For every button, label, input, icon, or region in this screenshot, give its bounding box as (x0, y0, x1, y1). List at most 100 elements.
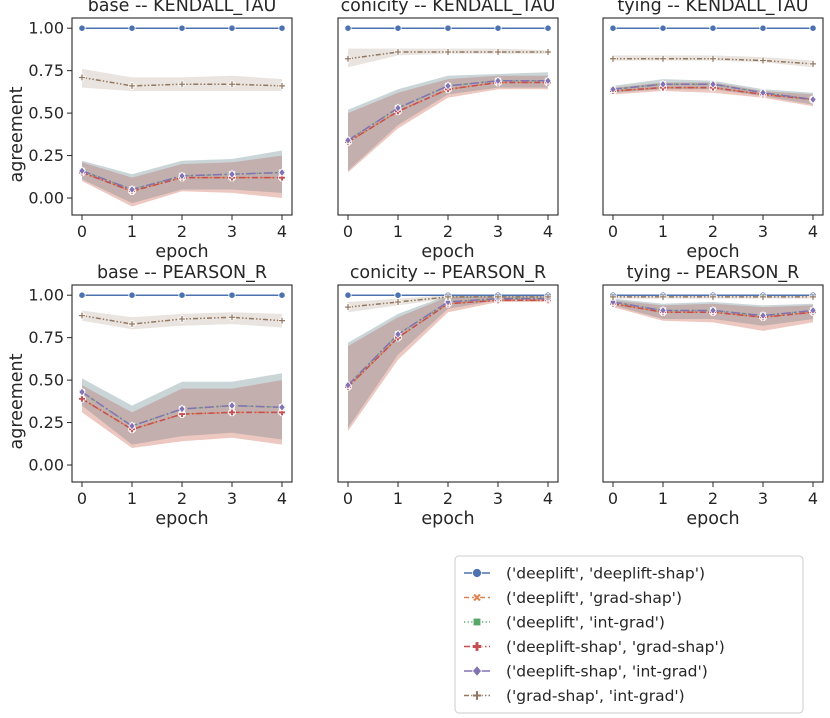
x-tick-label: 1 (393, 489, 403, 508)
data-point (178, 171, 186, 181)
data-point (394, 291, 402, 299)
data-point (278, 173, 286, 182)
data-point (444, 297, 452, 307)
data-point (444, 81, 452, 91)
legend-label: ('deeplift-shap', 'grad-shap') (506, 638, 725, 656)
x-tick-label: 4 (543, 489, 553, 508)
y-tick-label: 0.75 (28, 61, 64, 80)
data-point (809, 306, 817, 315)
series-line (347, 297, 548, 386)
data-point (344, 291, 352, 299)
confidence-band (348, 295, 548, 428)
y-axis-label: agreement (7, 353, 27, 449)
x-tick-label: 0 (608, 222, 618, 241)
legend-label: ('grad-shap', 'int-grad') (506, 687, 685, 705)
data-point (609, 54, 617, 63)
data-point (344, 54, 352, 63)
x-tick-label: 1 (658, 489, 668, 508)
data-point (544, 48, 552, 56)
legend-marker (472, 592, 482, 603)
subplot-1: base -- KENDALL_TAU 0 1 2 3 4 epoch 0.00 0.25 0.5… (7, 0, 293, 262)
data-point (659, 54, 667, 63)
legend-label: ('deeplift-shap', 'int-grad') (506, 663, 708, 681)
data-point (278, 291, 286, 299)
data-point (809, 60, 817, 68)
x-tick-label: 4 (808, 222, 818, 241)
data-point (128, 291, 136, 299)
data-point (228, 291, 236, 299)
legend-label: ('deeplift', 'int-grad') (506, 614, 665, 632)
data-point (544, 76, 552, 86)
x-axis-label: epoch (686, 509, 739, 529)
subplot-2: conicity -- KENDALL_TAU 0 1 2 3 4 epoch (337, 0, 559, 262)
y-tick-label: 1.00 (28, 19, 64, 38)
plot-area (338, 285, 558, 482)
x-tick-label: 3 (227, 222, 237, 241)
data-point (228, 24, 236, 32)
plot-area (603, 285, 823, 482)
data-point (759, 88, 767, 98)
data-point (344, 303, 352, 311)
data-point (709, 306, 717, 315)
x-axis-label: epoch (686, 242, 739, 262)
data-point (659, 306, 667, 315)
y-tick-label: 0.00 (28, 456, 64, 475)
data-point (128, 185, 136, 194)
data-point (78, 311, 86, 320)
data-point (609, 84, 617, 94)
data-point (759, 311, 767, 321)
legend-marker (472, 568, 482, 578)
confidence-band (348, 75, 548, 173)
y-tick-label: 0.75 (28, 328, 64, 347)
data-point (544, 293, 552, 301)
data-point (178, 291, 186, 299)
x-tick-label: 0 (77, 489, 87, 508)
plot-area (603, 18, 823, 215)
x-tick-label: 0 (343, 222, 353, 241)
subplot-6: tying -- PEARSON_R 0 1 2 3 4 epoch (602, 263, 824, 529)
data-point (228, 408, 236, 417)
legend-label: ('deeplift', 'deeplift-shap') (506, 565, 705, 583)
legend-item: ('grad-shap', 'int-grad') (464, 687, 685, 705)
series-line (612, 83, 814, 101)
data-point (228, 169, 236, 179)
legend-marker (471, 690, 483, 701)
confidence-band (348, 75, 548, 173)
data-point (128, 320, 136, 328)
data-point (128, 82, 136, 90)
data-point (128, 24, 136, 32)
data-point (78, 395, 86, 403)
legend-frame (454, 555, 804, 714)
x-tick-label: 1 (127, 489, 137, 508)
x-tick-label: 0 (343, 489, 353, 508)
data-point (659, 293, 667, 301)
y-tick-label: 0.25 (28, 413, 64, 432)
subplot-title: conicity -- PEARSON_R (350, 263, 546, 283)
subplot-title: tying -- PEARSON_R (627, 263, 800, 283)
data-point (494, 76, 502, 86)
data-point (394, 103, 402, 113)
x-tick-label: 4 (277, 489, 287, 508)
subplot-title: base -- PEARSON_R (97, 263, 267, 283)
x-tick-label: 0 (77, 222, 87, 241)
data-point (809, 24, 817, 32)
data-point (759, 293, 767, 301)
subplot-5: conicity -- PEARSON_R 0 1 2 3 4 epoch (337, 263, 559, 529)
x-axis-label: epoch (421, 509, 474, 529)
data-point (759, 24, 767, 32)
data-point (659, 79, 667, 89)
legend-label: ('deeplift', 'grad-shap') (506, 589, 682, 607)
data-point (278, 402, 286, 412)
data-point (178, 315, 186, 323)
x-tick-label: 4 (543, 222, 553, 241)
subplot-title: conicity -- KENDALL_TAU (341, 0, 556, 16)
legend-marker (471, 664, 483, 678)
y-tick-label: 0.50 (28, 371, 64, 390)
x-tick-label: 1 (393, 222, 403, 241)
data-point (709, 54, 717, 63)
data-point (659, 24, 667, 32)
x-tick-label: 2 (708, 489, 718, 508)
data-point (609, 293, 617, 301)
legend: ('deeplift', 'deeplift-shap') ('deeplift'… (454, 555, 804, 714)
x-axis-label: epoch (421, 242, 474, 262)
